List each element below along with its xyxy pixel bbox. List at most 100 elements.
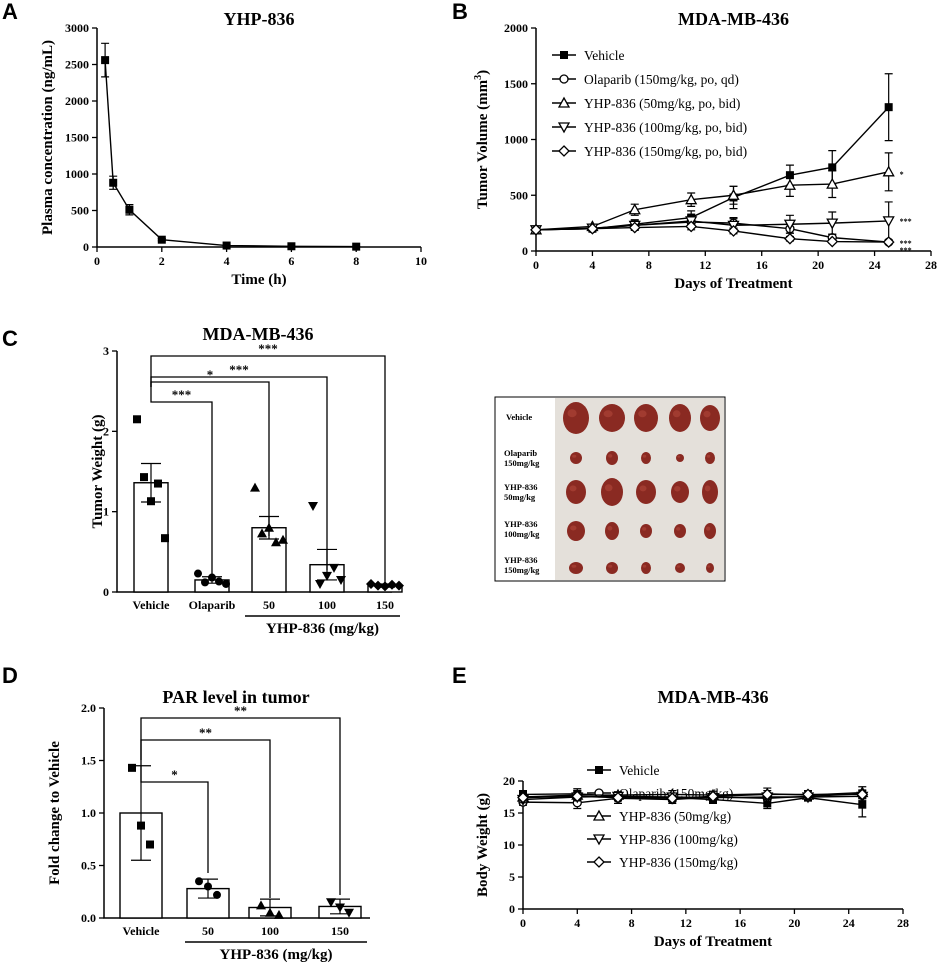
chart-a-series-line xyxy=(104,60,357,248)
chart-b-series-line xyxy=(535,171,889,231)
chart-c-sig-bracket xyxy=(150,355,386,585)
photo-label-yhp100-dose: 100mg/kg xyxy=(504,529,540,539)
chart-b-series-line xyxy=(535,225,889,243)
tumor-specimen xyxy=(706,563,714,573)
chart-a-xtick-label: 8 xyxy=(353,254,359,268)
chart-b-series-line xyxy=(535,220,889,231)
chart-a-xtick-label: 6 xyxy=(288,254,294,268)
tumor-highlight xyxy=(706,454,711,458)
chart-a-point xyxy=(287,242,296,251)
chart-b-end-annotation: *** xyxy=(900,239,912,248)
chart-b-point xyxy=(884,103,893,112)
chart-b-xtick-label: 4 xyxy=(589,258,595,272)
tumor-specimen xyxy=(605,522,619,540)
chart-a-ytick-label: 2500 xyxy=(65,58,89,72)
chart-a-ylabel: Plasma concentration (ng/mL) xyxy=(40,40,56,235)
chart-a-xtick-label: 10 xyxy=(415,254,427,268)
tumor-highlight xyxy=(642,527,647,531)
chart-c-dot xyxy=(278,534,288,544)
chart-c-xlabel: YHP-836 (mg/kg) xyxy=(266,621,379,637)
chart-d-dot xyxy=(128,763,136,772)
tumor-specimen xyxy=(641,562,651,574)
chart-b-xtick-label: 16 xyxy=(756,258,768,272)
chart-e-xtick-label: 28 xyxy=(897,916,909,930)
chart-c-dot xyxy=(133,415,141,424)
chart-e-ytick-label: 10 xyxy=(503,838,515,852)
tumor-specimen xyxy=(606,451,618,465)
chart-b-legend-label: Olaparib (150mg/kg, po, qd) xyxy=(584,72,739,87)
chart-a-ytick-label: 500 xyxy=(71,204,89,218)
chart-d-sig-label: * xyxy=(171,767,178,782)
chart-d-dot xyxy=(265,907,275,917)
chart-c-title: MDA-MB-436 xyxy=(203,324,314,344)
chart-e-xtick-label: 20 xyxy=(788,916,800,930)
chart-b-legend-label: Vehicle xyxy=(584,48,624,63)
tumor-specimen xyxy=(671,481,689,503)
chart-b-ytick-label: 1500 xyxy=(504,77,528,91)
chart-d-sig-label: ** xyxy=(234,703,247,718)
chart-d-dot xyxy=(146,840,154,849)
chart-c-ytick-label: 1 xyxy=(103,505,109,519)
chart-d-category-label: 150 xyxy=(331,924,349,938)
chart-c-ytick-label: 3 xyxy=(103,344,109,358)
chart-c-dot xyxy=(387,579,397,590)
tumor-highlight xyxy=(607,526,613,531)
tumor-highlight xyxy=(704,485,711,492)
chart-d-ytick-label: 2.0 xyxy=(81,701,96,715)
chart-b-ytick-label: 500 xyxy=(510,188,528,202)
chart-b-xtick-label: 28 xyxy=(925,258,937,272)
chart-e-ytick-label: 20 xyxy=(503,774,515,788)
tumor-highlight xyxy=(572,454,577,458)
chart-c-sig-label: *** xyxy=(258,341,278,356)
chart-e-xtick-label: 4 xyxy=(574,916,580,930)
chart-a-ytick-label: 3000 xyxy=(65,21,89,35)
tumor-specimen xyxy=(640,524,652,538)
chart-b-legend-marker xyxy=(558,145,570,157)
chart-b-point xyxy=(828,163,837,172)
chart-e-xtick-label: 8 xyxy=(629,916,635,930)
tumor-specimen xyxy=(669,404,691,432)
chart-b-legend-marker xyxy=(560,51,568,59)
chart-a-plasma-concentration: 0 500 1000 1500 2000 2500 3000 0 2 4 6 8 10 YHP-836 Ti… xyxy=(40,9,427,288)
tumor-specimen xyxy=(636,480,656,504)
chart-e-ylabel: Body Weight (g) xyxy=(475,793,491,897)
chart-e-body-weight: 0 5 10 15 20 0 4 8 12 16 20 24 28 MDA-MB-436 Days of T… xyxy=(475,687,909,950)
chart-b-end-annotation: * xyxy=(900,170,904,179)
chart-d-sig-bracket xyxy=(140,717,341,895)
chart-e-point xyxy=(763,799,772,808)
chart-e-legend-marker xyxy=(595,766,603,774)
tumor-specimen xyxy=(675,563,685,573)
chart-c-dot xyxy=(373,580,383,591)
chart-e-xtick-label: 0 xyxy=(520,916,526,930)
chart-d-dot xyxy=(195,877,203,886)
panel-label-c: C xyxy=(2,326,18,351)
chart-c-dot xyxy=(140,473,148,482)
chart-c-dot xyxy=(322,571,332,581)
tumor-highlight xyxy=(677,455,681,458)
panel-label-d: D xyxy=(2,663,18,688)
chart-c-ytick-label: 0 xyxy=(103,585,109,599)
chart-e-point xyxy=(612,791,624,804)
chart-d-sig-bracket xyxy=(140,760,209,873)
chart-e-legend-label: YHP-836 (100mg/kg) xyxy=(619,832,738,847)
chart-b-tumor-volume: 0 500 1000 1500 2000 0 4 8 12 16 20 24 28 MDA-MB-436 D… xyxy=(473,9,937,292)
panel-label-b: B xyxy=(452,0,468,24)
chart-b-legend-marker xyxy=(559,74,569,84)
chart-b-point xyxy=(783,178,797,190)
tumor-photo: Vehicle Olaparib 150mg/kg YHP-836 50mg/k… xyxy=(494,396,726,582)
chart-b-ylabel-sup: 3 xyxy=(473,75,484,80)
tumor-highlight xyxy=(674,485,681,492)
chart-a-ytick-label: 0 xyxy=(83,240,89,254)
chart-c-category-label: 100 xyxy=(318,598,336,612)
chart-b-xtick-label: 20 xyxy=(812,258,824,272)
chart-e-title: MDA-MB-436 xyxy=(658,687,769,707)
chart-c-category-label: Vehicle xyxy=(133,598,171,612)
tumor-highlight xyxy=(639,485,647,492)
chart-b-ytick-label: 0 xyxy=(522,244,528,258)
chart-a-ytick-label: 2000 xyxy=(65,94,89,108)
chart-a-xlabel: Time (h) xyxy=(231,272,286,288)
chart-c-category-label: Olaparib xyxy=(189,598,236,612)
tumor-highlight xyxy=(604,484,613,492)
chart-c-dot xyxy=(222,579,230,588)
